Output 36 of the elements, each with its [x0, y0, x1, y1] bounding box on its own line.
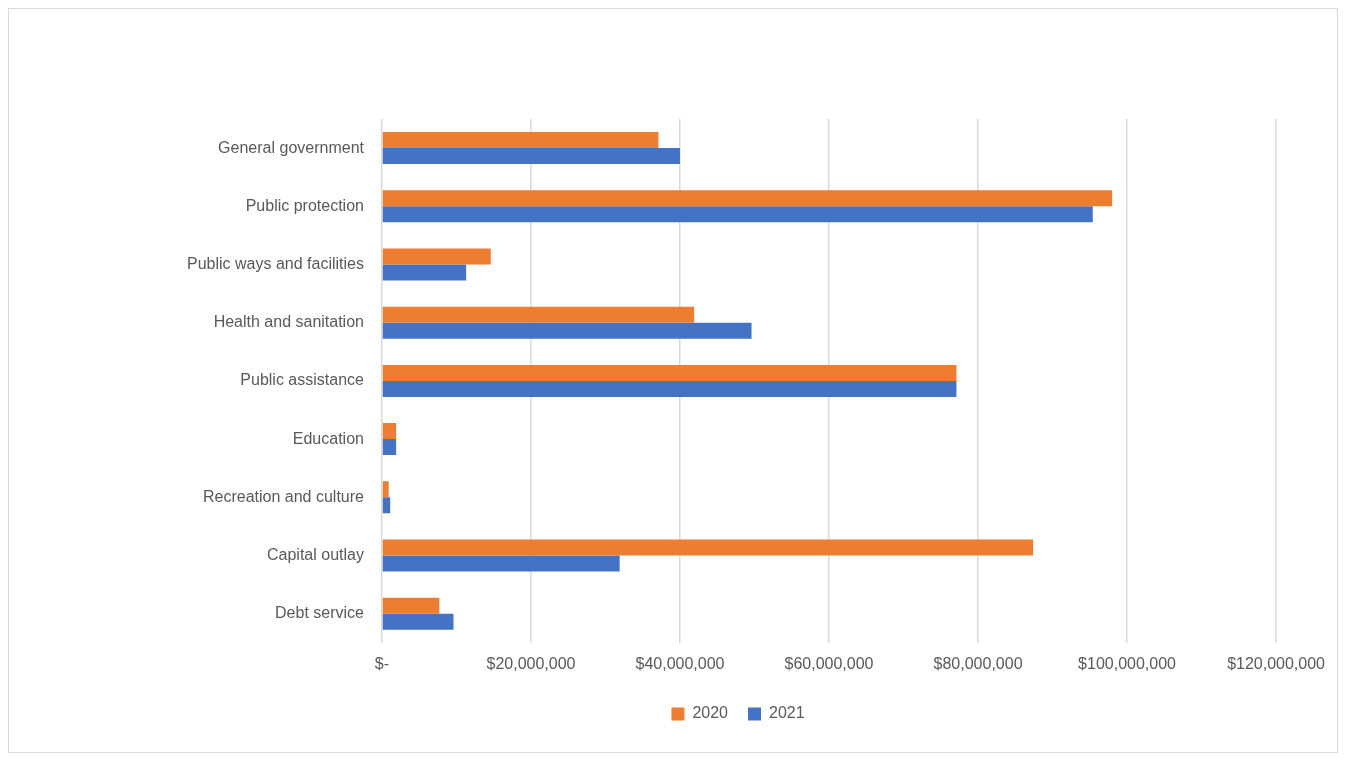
bar — [382, 132, 659, 149]
y-tick-label: Public protection — [245, 196, 364, 214]
bar — [382, 322, 752, 339]
x-tick-label: $80,000,000 — [933, 654, 1023, 672]
x-tick-label: $- — [374, 654, 390, 672]
x-tick-label: $40,000,000 — [635, 654, 725, 672]
bar — [382, 264, 467, 281]
bar — [382, 613, 454, 630]
bar — [382, 539, 1034, 556]
bar — [382, 306, 695, 323]
y-tick-label: Debt service — [275, 604, 365, 622]
legend-label: 2020 — [692, 704, 729, 722]
bar — [382, 555, 620, 572]
x-tick-label: $60,000,000 — [784, 654, 874, 672]
bar — [382, 497, 391, 514]
y-tick-label: Recreation and culture — [202, 487, 365, 505]
y-tick-label: Public ways and facilities — [187, 254, 364, 272]
y-tick-label: Education — [292, 429, 364, 447]
bar — [382, 248, 491, 265]
y-tick-label: Public assistance — [240, 371, 365, 389]
bar — [382, 380, 957, 397]
bar — [382, 190, 1113, 207]
bar — [382, 597, 440, 614]
bar — [382, 148, 680, 165]
y-tick-label: General government — [218, 138, 365, 156]
x-tick-label: $20,000,000 — [486, 654, 576, 672]
x-tick-label: $100,000,000 — [1078, 654, 1177, 672]
legend-label: 2021 — [769, 704, 805, 722]
bar — [382, 364, 957, 381]
x-tick-label: $120,000,000 — [1227, 654, 1326, 672]
y-tick-label: Capital outlay — [267, 545, 364, 563]
bar — [382, 481, 389, 498]
bar — [382, 206, 1093, 223]
bar — [382, 423, 397, 440]
bar — [382, 439, 397, 456]
y-tick-label: Health and sanitation — [213, 313, 364, 331]
